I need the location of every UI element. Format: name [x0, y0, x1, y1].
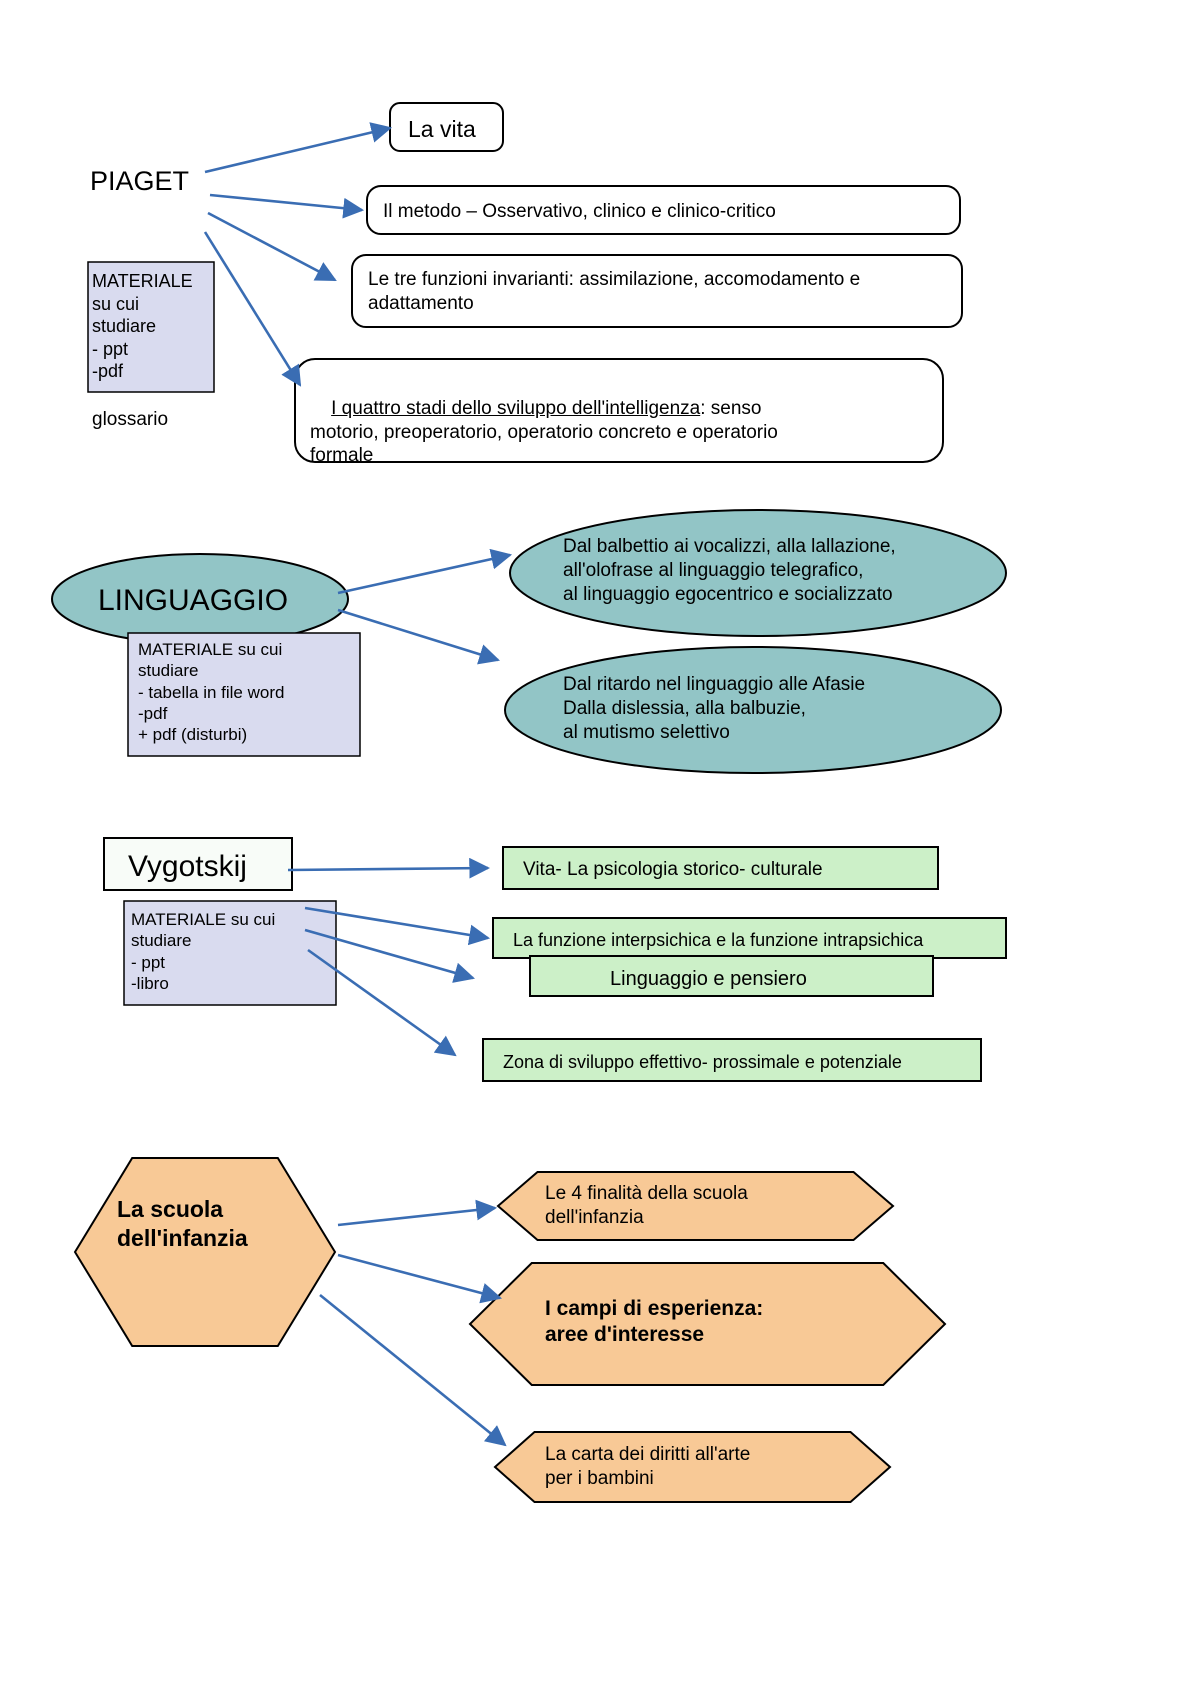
scuola-node3: La carta dei diritti all'arte per i bamb…	[545, 1443, 750, 1491]
piaget-node-funzioni: Le tre funzioni invarianti: assimilazion…	[368, 268, 948, 316]
vygotskij-material-box-text: MATERIALE su cui studiare - ppt -libro	[131, 909, 331, 994]
linguaggio-title: LINGUAGGIO	[98, 582, 288, 620]
piaget-material-box-text: MATERIALE su cui studiare - ppt -pdf	[92, 270, 210, 383]
scuola-title: La scuola dell'infanzia	[117, 1195, 248, 1253]
piaget-glossario: glossario	[92, 408, 168, 432]
piaget-node-stadi: I quattro stadi dello sviluppo dell'inte…	[310, 373, 915, 492]
vygotskij-node4: Zona di sviluppo effettivo- prossimale e…	[503, 1051, 902, 1074]
vygotskij-title: Vygotskij	[128, 848, 247, 886]
vygotskij-node1: Vita- La psicologia storico- culturale	[523, 858, 823, 882]
piaget-stadi-lead: I quattro stadi dello sviluppo dell'inte…	[331, 398, 700, 419]
linguaggio-node1: Dal balbettio ai vocalizzi, alla lallazi…	[563, 535, 1003, 606]
linguaggio-material-box-text: MATERIALE su cui studiare - tabella in f…	[138, 639, 358, 745]
vygotskij-node3: Linguaggio e pensiero	[610, 967, 807, 992]
scuola-node1: Le 4 finalità della scuola dell'infanzia	[545, 1182, 748, 1230]
scuola-node2: I campi di esperienza: aree d'interesse	[545, 1296, 763, 1349]
vygotskij-node2: La funzione interpsichica e la funzione …	[513, 929, 923, 952]
linguaggio-node2: Dal ritardo nel linguaggio alle Afasie D…	[563, 673, 993, 744]
piaget-node-metodo: Il metodo – Osservativo, clinico e clini…	[383, 200, 776, 224]
piaget-node-vita: La vita	[408, 115, 476, 144]
diagram-stage: PIAGET MATERIALE su cui studiare - ppt -…	[0, 0, 1200, 1698]
piaget-title: PIAGET	[90, 165, 189, 199]
